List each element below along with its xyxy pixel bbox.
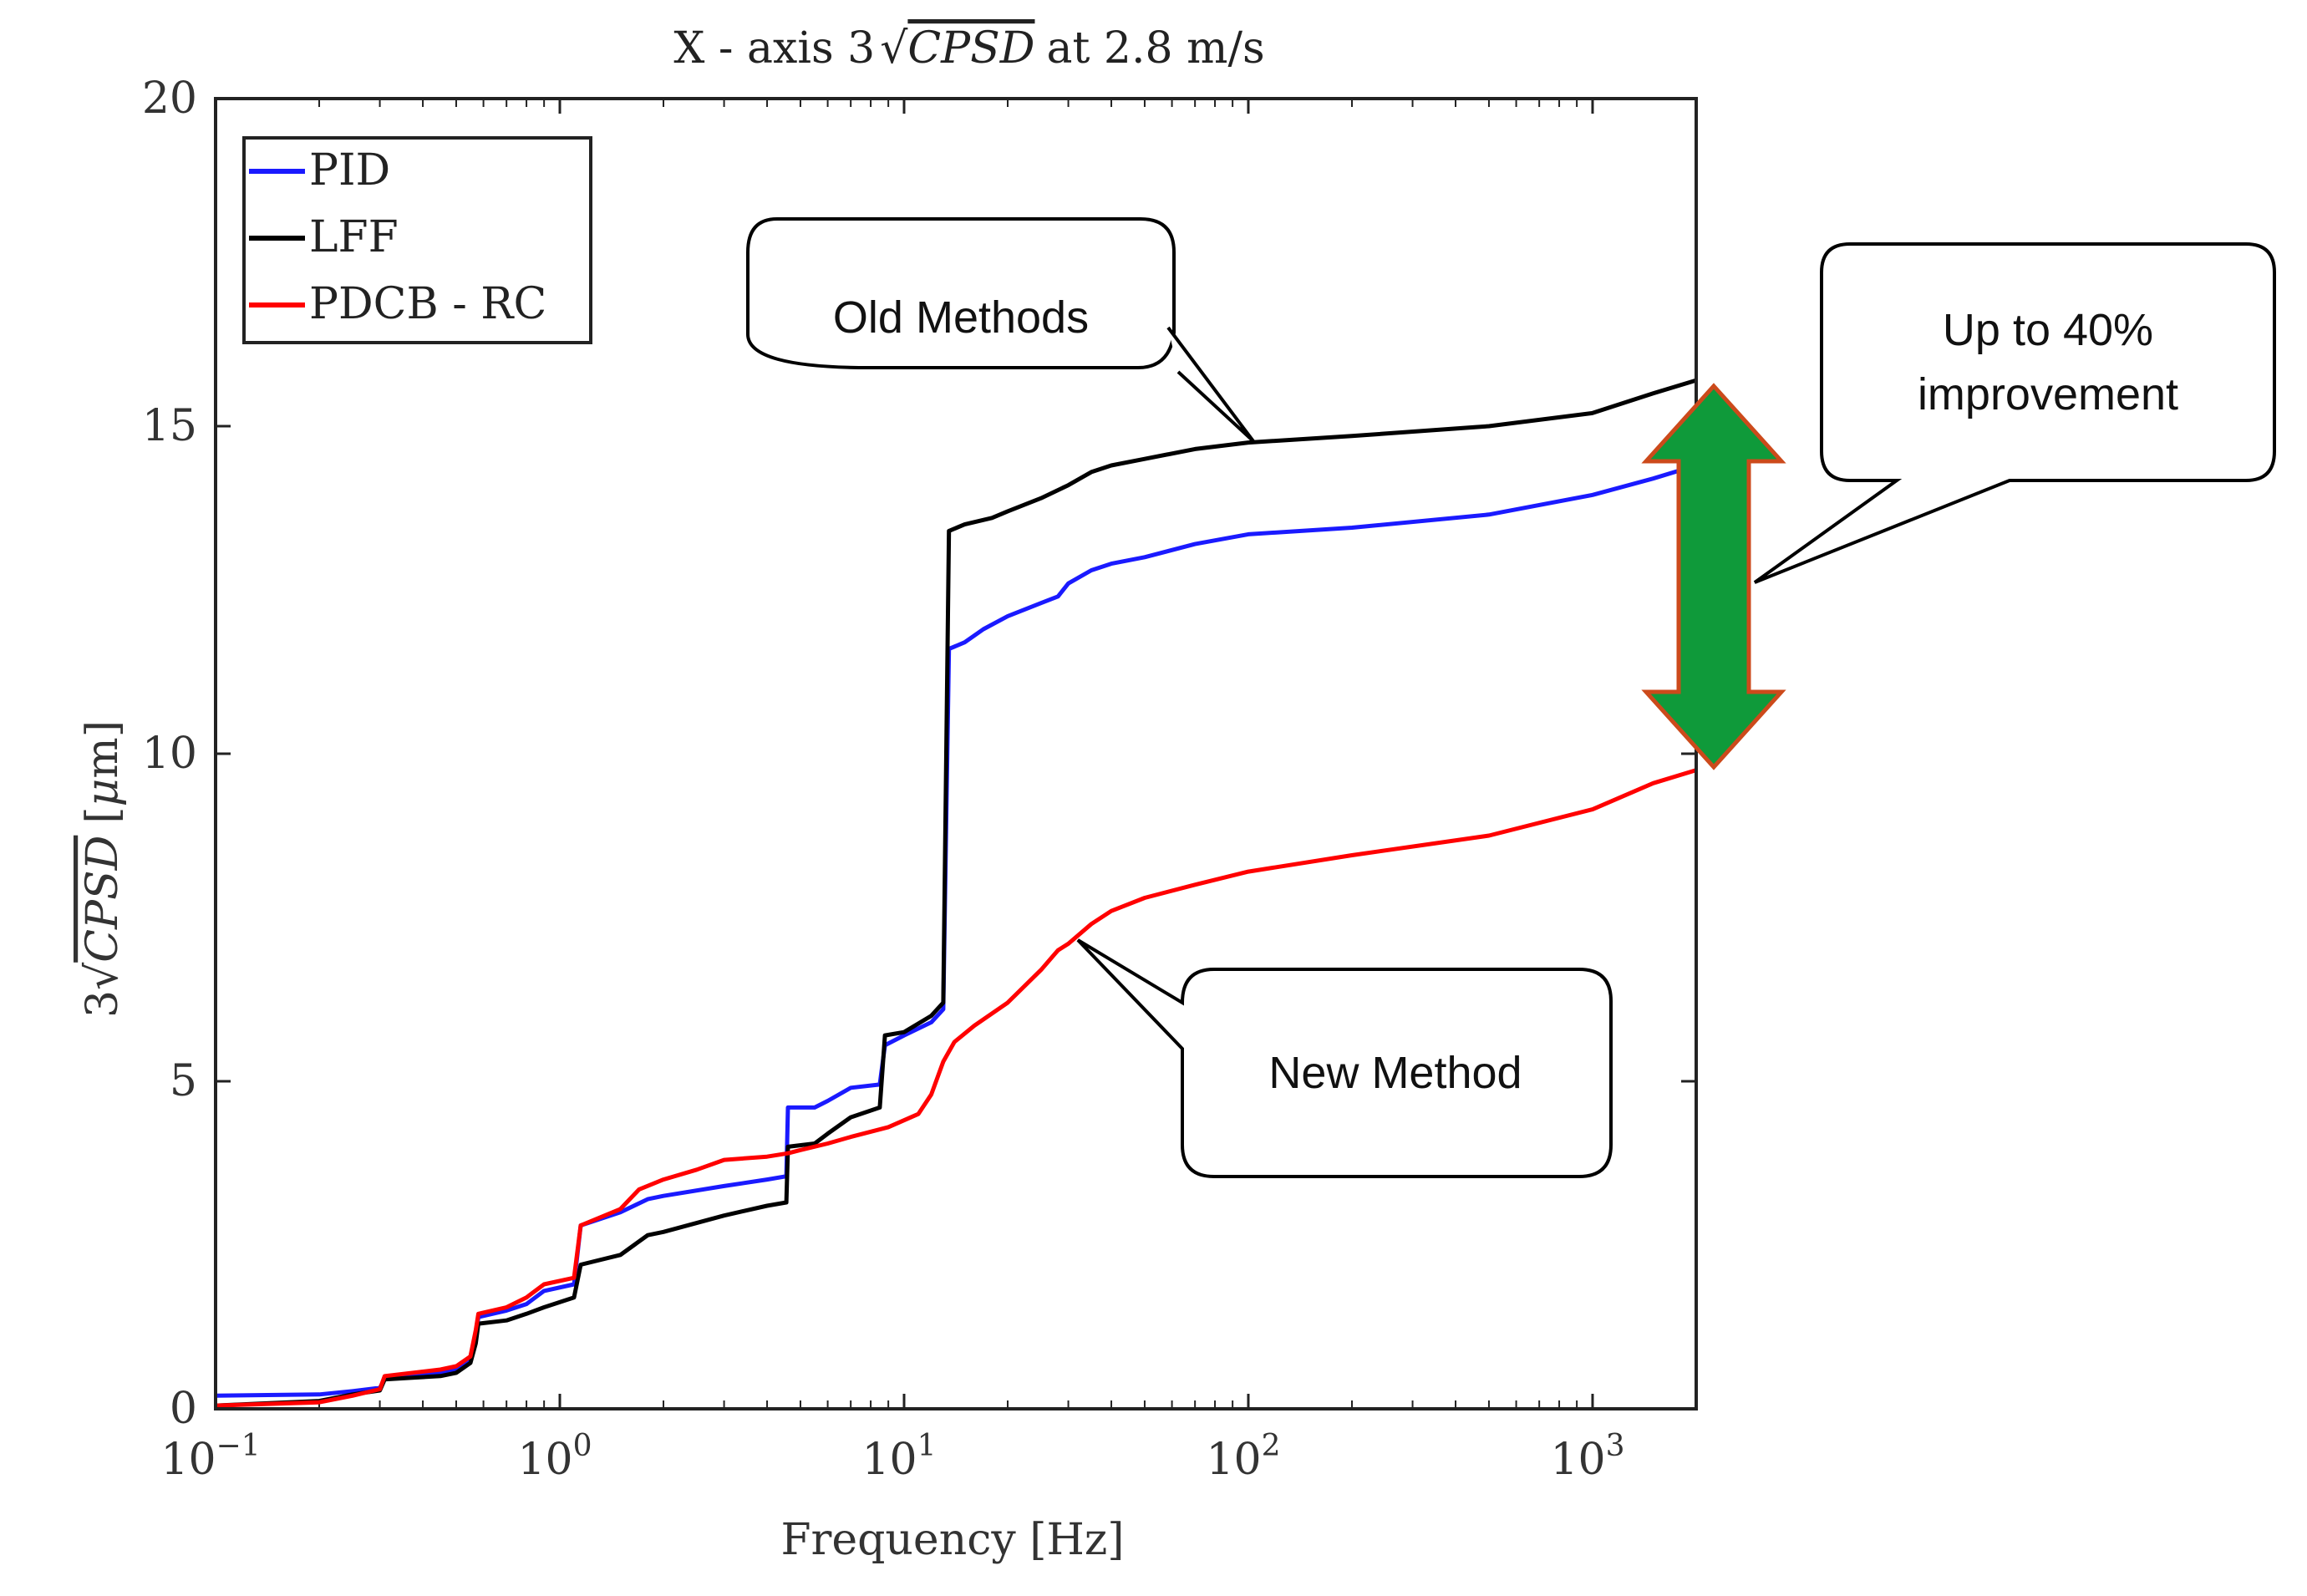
x-axis-label: Frequency [Hz] (780, 1515, 1124, 1565)
y-axis-label: 3√CPSD [μm] (78, 720, 128, 1018)
callout-new-text: New Method (1268, 1048, 1522, 1098)
title-prefix: X - axis 3 (673, 23, 875, 74)
y-tick-label: 15 (142, 401, 197, 451)
x-tick-label: 100 (517, 1429, 592, 1485)
title-suffix: at 2.8 m/s (1046, 23, 1264, 74)
legend-label-pid: PID (309, 145, 390, 196)
x-tick-label: 101 (861, 1429, 936, 1485)
x-tick-label: 102 (1206, 1429, 1280, 1485)
series-line-pid (215, 463, 1697, 1398)
series-lines (215, 378, 1697, 1408)
y-tick-label: 10 (142, 729, 197, 779)
callout-old-text: Old Methods (833, 292, 1089, 343)
x-tick-label: 103 (1550, 1429, 1624, 1485)
axis-ticks: 0 5 10 15 20 10−1 100 101 102 103 (142, 74, 1697, 1485)
legend: PID LFF PDCB - RC (242, 136, 592, 344)
callout-new-method: New Method (1076, 938, 1613, 1178)
chart-title: X - axis 3 √CPSD at 2.8 m/s (673, 23, 1264, 74)
y-tick-label: 20 (142, 74, 197, 124)
plot-frame (214, 97, 1698, 1410)
callout-new-box (1076, 938, 1613, 1178)
y-tick-label: 5 (170, 1056, 197, 1106)
series-line-pdcb-rc (215, 768, 1697, 1408)
x-tick-label: 10−1 (160, 1429, 260, 1485)
title-sqrt-sign: √ (880, 23, 908, 74)
ylabel-sqrt-term: CPSD (78, 836, 128, 963)
callout-improvement-box (1753, 242, 2276, 584)
callout-improvement-line2: improvement (1918, 369, 2178, 419)
y-tick-label: 0 (170, 1384, 197, 1434)
legend-label-lff: LFF (309, 212, 399, 262)
series-line-lff (215, 378, 1697, 1408)
ylabel-prefix: 3 (78, 990, 128, 1018)
callout-improvement-line1: Up to 40% (1943, 305, 2153, 355)
ylabel-sqrt-sign: √ (78, 962, 128, 990)
ylabel-unit-rest: m] (78, 720, 128, 779)
callout-old-methods: Old Methods (746, 217, 1255, 443)
title-sqrt-term: CPSD (907, 23, 1034, 74)
ylabel-unit-mu: μ (78, 779, 128, 807)
legend-label-pdcb-rc: PDCB - RC (309, 279, 546, 329)
improvement-double-arrow (1641, 383, 1786, 770)
callout-improvement: Up to 40% improvement (1753, 242, 2276, 584)
callout-old-box (746, 217, 1176, 369)
ylabel-unit-open: [ (78, 806, 128, 823)
callout-old-pointer (1166, 326, 1255, 443)
